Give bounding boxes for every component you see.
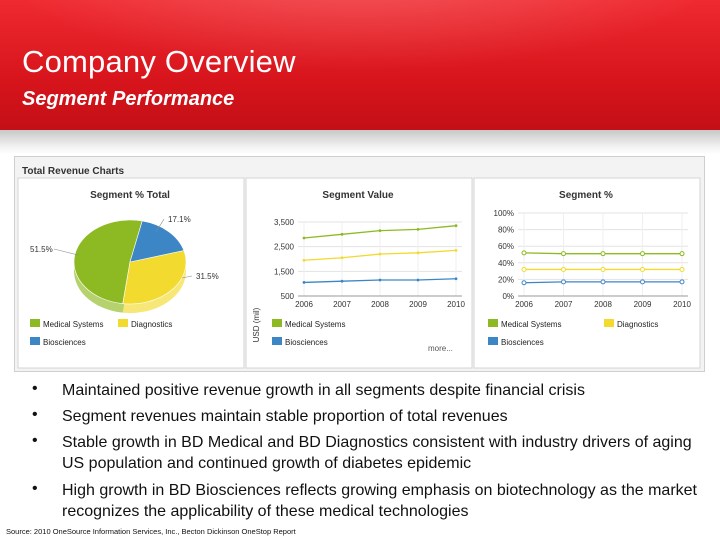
bullet-item: Stable growth in BD Medical and BD Diagn…	[62, 434, 692, 472]
bullet-marker: •	[32, 406, 38, 423]
bullet-item: High growth in BD Biosciences reflects g…	[62, 482, 697, 520]
page-subtitle: Segment Performance	[22, 88, 235, 110]
bullet-marker: •	[32, 380, 38, 397]
header-banner	[0, 0, 720, 130]
panel-title: Total Revenue Charts	[22, 166, 125, 177]
source-note: Source: 2010 OneSource Information Servi…	[6, 527, 296, 536]
bullet-marker: •	[32, 480, 38, 497]
bullet-item: Segment revenues maintain stable proport…	[62, 408, 508, 425]
header-sheen	[0, 0, 720, 130]
page-title: Company Overview	[22, 44, 296, 79]
bullet-item: Maintained positive revenue growth in al…	[62, 382, 585, 399]
revenue-charts-panel	[14, 156, 705, 372]
header-shadow	[0, 130, 720, 154]
bullet-marker: •	[32, 432, 38, 449]
